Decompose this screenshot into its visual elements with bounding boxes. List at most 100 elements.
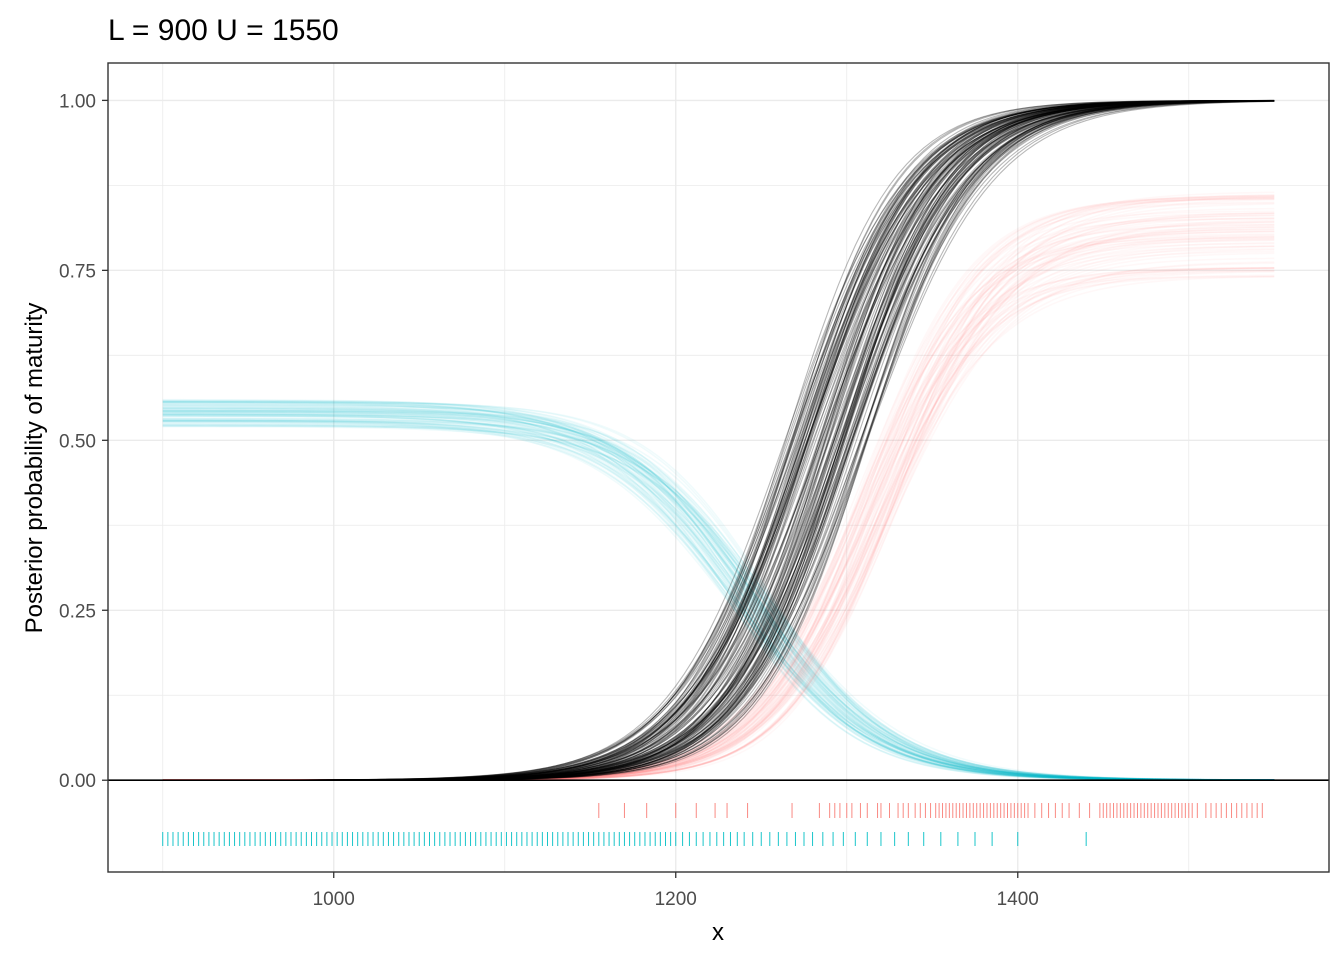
series-cyan-line: [162, 413, 1275, 781]
series-cyan-line: [162, 409, 1275, 781]
series-red-line: [162, 225, 1275, 782]
series-cyan-line: [162, 420, 1275, 781]
series-cyan-line: [162, 398, 1275, 781]
series-cyan-line: [162, 409, 1275, 781]
series-cyan-line: [162, 422, 1275, 781]
x-ticks: 1000 1200 1400: [313, 872, 1039, 910]
series-cyan-line: [162, 407, 1275, 781]
series-cyan-line: [162, 421, 1275, 781]
series-cyan-line: [162, 410, 1275, 781]
series-cyan-line: [162, 401, 1275, 781]
series-cyan-line: [162, 423, 1275, 781]
series-cyan-line: [162, 413, 1275, 781]
series-cyan-line: [162, 424, 1275, 781]
series-red-line: [162, 221, 1275, 782]
series-red-line: [162, 230, 1275, 782]
series-red: [162, 191, 1275, 782]
series-cyan-line: [162, 400, 1275, 781]
series-cyan-line: [162, 401, 1275, 781]
series-cyan-line: [162, 413, 1275, 781]
x-tick-label: 1400: [997, 889, 1039, 910]
series-cyan-line: [162, 413, 1275, 781]
series-cyan-line: [162, 406, 1275, 781]
series-cyan-line: [162, 412, 1275, 781]
series-cyan-line: [162, 425, 1275, 781]
series-cyan-line: [162, 400, 1275, 781]
series-red-line: [162, 234, 1275, 782]
series-cyan-line: [162, 401, 1275, 781]
series-red-line: [162, 233, 1275, 782]
series-cyan-line: [162, 424, 1275, 781]
series-red-line: [162, 227, 1275, 782]
series-cyan-line: [162, 404, 1275, 781]
series-cyan-line: [162, 408, 1275, 781]
series-cyan-line: [162, 417, 1275, 781]
series-cyan-line: [162, 406, 1275, 781]
series-cyan-line: [162, 411, 1275, 781]
series-cyan-line: [162, 400, 1275, 781]
series-cyan-line: [162, 411, 1275, 781]
series-cyan-line: [162, 425, 1275, 781]
series-cyan-line: [162, 420, 1275, 781]
x-axis-title: x: [712, 919, 724, 946]
series-cyan-line: [162, 414, 1275, 781]
series-cyan-line: [162, 419, 1275, 781]
series-cyan-line: [162, 409, 1275, 781]
series-cyan-line: [162, 414, 1275, 781]
x-tick-label: 1200: [655, 889, 697, 910]
series-cyan-line: [162, 411, 1275, 781]
series-red-line: [162, 226, 1275, 782]
y-tick-label: 0.25: [59, 601, 96, 622]
series-cyan-line: [162, 411, 1275, 781]
series-cyan-line: [162, 400, 1275, 781]
series-red-line: [162, 223, 1275, 782]
y-axis-title: Posterior probability of maturity: [21, 303, 48, 634]
series-cyan-line: [162, 407, 1275, 781]
series-cyan-line: [162, 417, 1275, 781]
series-cyan-line: [162, 409, 1275, 781]
series-cyan-line: [162, 425, 1275, 781]
series-cyan-line: [162, 421, 1275, 781]
series-cyan-line: [162, 401, 1275, 781]
series-cyan-line: [162, 410, 1275, 781]
y-tick-label: 1.00: [59, 91, 96, 112]
series-cyan-line: [162, 404, 1275, 781]
y-tick-label: 0.75: [59, 261, 96, 282]
series-cyan-line: [162, 418, 1275, 781]
series-cyan-line: [162, 399, 1275, 781]
y-tick-label: 0.00: [59, 771, 96, 792]
series-cyan-line: [162, 411, 1275, 781]
series-cyan-line: [162, 415, 1275, 781]
series-cyan-line: [162, 401, 1275, 781]
series-cyan: [162, 398, 1275, 781]
series-cyan-line: [162, 410, 1275, 781]
series-cyan-line: [162, 418, 1275, 781]
series-cyan-line: [162, 419, 1275, 781]
series-cyan-line: [162, 407, 1275, 781]
series-cyan-line: [162, 425, 1275, 781]
series-cyan-line: [162, 403, 1275, 781]
series-red-line: [162, 220, 1275, 782]
series-cyan-line: [162, 403, 1275, 781]
series-cyan-line: [162, 420, 1275, 781]
series-cyan-line: [162, 401, 1275, 781]
series-cyan-line: [162, 421, 1275, 781]
series-red-line: [162, 221, 1275, 782]
series-red-line: [162, 230, 1275, 782]
series-cyan-line: [162, 423, 1275, 781]
series-cyan-line: [162, 413, 1275, 781]
series-cyan-line: [162, 409, 1275, 781]
y-tick-label: 0.50: [59, 431, 96, 452]
series-cyan-line: [162, 402, 1275, 781]
chart-title: L = 900 U = 1550: [108, 14, 339, 47]
series-cyan-line: [162, 406, 1275, 781]
series-red-line: [162, 224, 1275, 782]
rugs: [162, 803, 1263, 846]
series-red-line: [162, 224, 1275, 782]
y-ticks: 0.00 0.25 0.50 0.75 1.00: [59, 91, 108, 792]
series-cyan-line: [162, 419, 1275, 781]
series-cyan-line: [162, 408, 1275, 781]
series-cyan-line: [162, 419, 1275, 781]
series-red-line: [162, 230, 1275, 782]
